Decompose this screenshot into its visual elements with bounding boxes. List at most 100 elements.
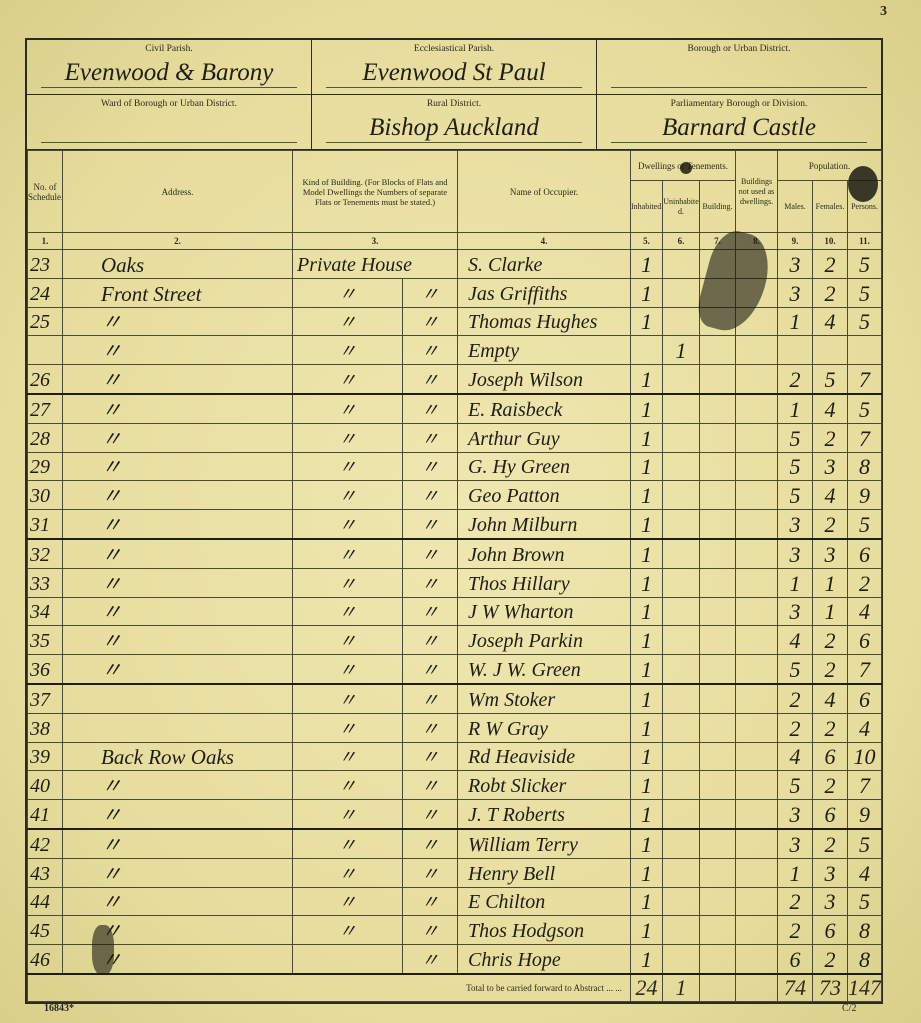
occupier-name-cell: Thos Hillary — [457, 567, 631, 598]
table-row: 37 〃〃 Wm Stoker 1 2 4 6 — [27, 683, 883, 714]
persons-cell: 5 — [847, 509, 883, 540]
males-cell: 3 — [777, 538, 814, 569]
building-cell — [698, 857, 737, 888]
total-not-dwellings — [735, 972, 779, 1002]
schedule-number: 30 — [27, 480, 63, 511]
address-cell: 〃 — [62, 364, 293, 395]
table-row: 32 〃〃〃 John Brown 1 3 3 6 — [27, 538, 883, 569]
table-row: 34 〃〃〃 J W Wharton 1 3 1 4 — [27, 596, 883, 627]
males-cell: 5 — [777, 480, 814, 511]
borough-field: Borough or Urban District. — [597, 40, 881, 94]
address-cell: 〃 — [62, 596, 293, 627]
not-dwellings-cell — [735, 596, 779, 627]
schedule-number: 35 — [27, 625, 63, 656]
building-cell — [698, 393, 737, 424]
schedule-number: 23 — [27, 249, 63, 279]
persons-cell: 5 — [847, 249, 883, 279]
table-row: 42 〃〃〃 William Terry 1 3 2 5 — [27, 828, 883, 859]
not-dwellings-cell — [735, 683, 779, 714]
address-cell: 〃 — [62, 393, 293, 424]
inhabited-cell: 1 — [630, 277, 663, 308]
females-cell: 4 — [812, 683, 849, 714]
kind-of-building-ditto-cell: 〃 — [402, 538, 458, 569]
persons-cell — [847, 335, 883, 366]
kind-of-building-cell: Private House — [292, 249, 458, 279]
schedule-number: 33 — [27, 567, 63, 598]
ward-value — [41, 142, 297, 143]
not-dwellings-cell — [735, 364, 779, 395]
inhabited-cell: 1 — [630, 422, 663, 453]
not-dwellings-cell — [735, 944, 779, 975]
civil-parish-value: Evenwood & Barony — [41, 59, 297, 88]
males-cell: 2 — [777, 712, 814, 743]
schedule-number: 39 — [27, 741, 63, 772]
males-cell: 3 — [777, 509, 814, 540]
kind-of-building-cell: 〃 — [292, 857, 403, 888]
ecclesiastical-parish-field: Ecclesiastical Parish. Evenwood St Paul — [312, 40, 597, 94]
males-cell: 3 — [777, 249, 814, 279]
address-cell: 〃 — [62, 770, 293, 801]
total-males: 74 — [777, 972, 814, 1002]
females-cell: 5 — [812, 364, 849, 395]
occupier-name-cell: Joseph Parkin — [457, 625, 631, 656]
kind-of-building-cell: 〃 — [292, 712, 403, 743]
males-cell: 5 — [777, 451, 814, 482]
uninhabited-cell — [662, 480, 700, 511]
occupier-name-cell: Thos Hodgson — [457, 915, 631, 946]
females-cell: 2 — [812, 654, 849, 685]
females-cell: 2 — [812, 770, 849, 801]
inhabited-cell: 1 — [630, 741, 663, 772]
col-header-uninhabited: Uninhabited. — [662, 180, 700, 233]
column-number: 5. — [630, 232, 663, 250]
schedule-number: 26 — [27, 364, 63, 395]
occupier-name-cell: Chris Hope — [457, 944, 631, 975]
males-cell: 2 — [777, 364, 814, 395]
males-cell: 2 — [777, 683, 814, 714]
col-header-building: Building. — [698, 180, 737, 233]
kind-of-building-cell: 〃 — [292, 654, 403, 685]
building-cell — [698, 712, 737, 743]
occupier-name-cell: Robt Slicker — [457, 770, 631, 801]
females-cell: 2 — [812, 509, 849, 540]
table-row: 38 〃〃 R W Gray 1 2 2 4 — [27, 712, 883, 743]
column-number: 1. — [27, 232, 63, 250]
occupier-name-cell: Thomas Hughes — [457, 306, 631, 337]
address-cell: 〃 — [62, 654, 293, 685]
females-cell: 4 — [812, 480, 849, 511]
occupier-name-cell: R W Gray — [457, 712, 631, 743]
females-cell: 6 — [812, 741, 849, 772]
kind-of-building-ditto-cell: 〃 — [402, 422, 458, 453]
uninhabited-cell — [662, 249, 700, 279]
not-dwellings-cell — [735, 828, 779, 859]
table-row: 39 Back Row Oaks 〃〃 Rd Heaviside 1 4 6 10 — [27, 741, 883, 772]
males-cell: 4 — [777, 625, 814, 656]
building-cell — [698, 480, 737, 511]
kind-of-building-cell — [292, 944, 403, 975]
uninhabited-cell — [662, 451, 700, 482]
kind-of-building-ditto-cell: 〃 — [402, 364, 458, 395]
civil-parish-label: Civil Parish. — [145, 44, 193, 54]
males-cell: 1 — [777, 306, 814, 337]
persons-cell: 6 — [847, 538, 883, 569]
occupier-name-cell: Jas Griffiths — [457, 277, 631, 308]
kind-of-building-ditto-cell: 〃 — [402, 277, 458, 308]
schedule-number: 44 — [27, 886, 63, 917]
inhabited-cell: 1 — [630, 799, 663, 830]
borough-label: Borough or Urban District. — [687, 44, 791, 54]
column-number: 3. — [292, 232, 458, 250]
kind-of-building-cell: 〃 — [292, 509, 403, 540]
schedule-number: 36 — [27, 654, 63, 685]
kind-of-building-ditto-cell: 〃 — [402, 770, 458, 801]
kind-of-building-ditto-cell: 〃 — [402, 596, 458, 627]
kind-of-building-ditto-cell: 〃 — [402, 509, 458, 540]
kind-of-building-cell: 〃 — [292, 567, 403, 598]
address-cell: 〃 — [62, 335, 293, 366]
schedule-number: 45 — [27, 915, 63, 946]
building-cell — [698, 451, 737, 482]
females-cell: 3 — [812, 886, 849, 917]
kind-of-building-cell: 〃 — [292, 770, 403, 801]
persons-cell: 4 — [847, 712, 883, 743]
ward-label: Ward of Borough or Urban District. — [101, 99, 237, 109]
